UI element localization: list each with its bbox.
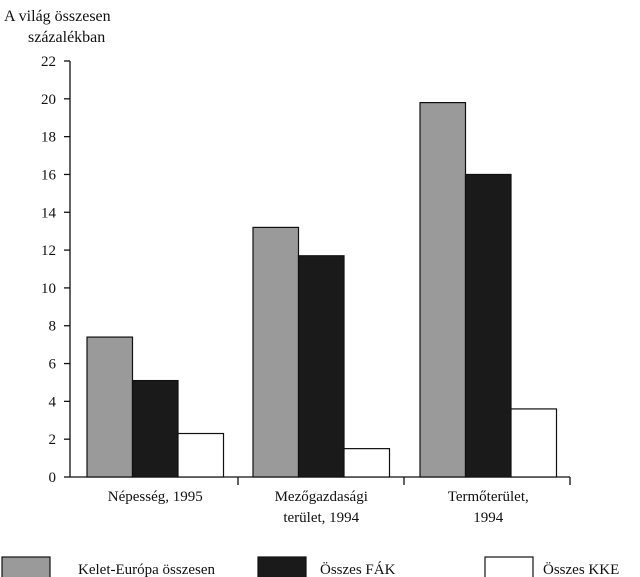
x-category-label-3-line-2: 1994 bbox=[473, 510, 504, 526]
y-tick-label-4: 4 bbox=[49, 394, 57, 410]
bar-1-series-3 bbox=[177, 432, 225, 478]
bar-3-series-1 bbox=[419, 101, 467, 478]
x-category-label-2-line-1: Mezőgazdasági bbox=[275, 489, 368, 505]
legend-label-1: Kelet-Európa összesen bbox=[78, 562, 216, 577]
legend-label-3: Összes KKE bbox=[543, 561, 619, 577]
bar-2-series-1 bbox=[252, 226, 300, 478]
bar-2-series-2 bbox=[297, 255, 345, 478]
y-tick-label-14: 14 bbox=[41, 205, 57, 221]
x-category-label-1-line-1: Népesség, 1995 bbox=[108, 489, 203, 505]
legend-swatch-2 bbox=[257, 556, 307, 577]
y-axis-title-line-2: százalékban bbox=[28, 29, 106, 46]
y-axis-title-line-1: A világ összesen bbox=[4, 8, 111, 25]
y-tick-label-16: 16 bbox=[41, 167, 57, 183]
y-tick-label-2: 2 bbox=[49, 432, 57, 448]
y-tick-label-18: 18 bbox=[41, 130, 56, 146]
legend-swatch-3 bbox=[484, 556, 534, 577]
x-category-label-3-line-1: Termőterület, bbox=[448, 489, 529, 505]
y-tick-label-12: 12 bbox=[41, 243, 56, 259]
legend-swatch-1 bbox=[1, 556, 51, 577]
y-axis-title: A világ összesen százalékban bbox=[4, 6, 111, 48]
bar-1-series-1 bbox=[86, 336, 134, 478]
y-tick-label-6: 6 bbox=[49, 357, 57, 373]
y-tick-label-8: 8 bbox=[49, 319, 57, 335]
y-tick-label-10: 10 bbox=[41, 281, 56, 297]
bar-3-series-3 bbox=[510, 408, 558, 478]
legend-label-2: Összes FÁK bbox=[320, 561, 396, 577]
bar-3-series-2 bbox=[464, 173, 512, 478]
y-tick-label-0: 0 bbox=[49, 470, 57, 486]
bar-1-series-2 bbox=[131, 379, 179, 478]
y-tick-label-20: 20 bbox=[41, 92, 56, 108]
y-tick-label-22: 22 bbox=[41, 54, 56, 70]
x-category-label-2-line-2: terület, 1994 bbox=[283, 510, 359, 526]
bar-2-series-3 bbox=[343, 448, 391, 478]
